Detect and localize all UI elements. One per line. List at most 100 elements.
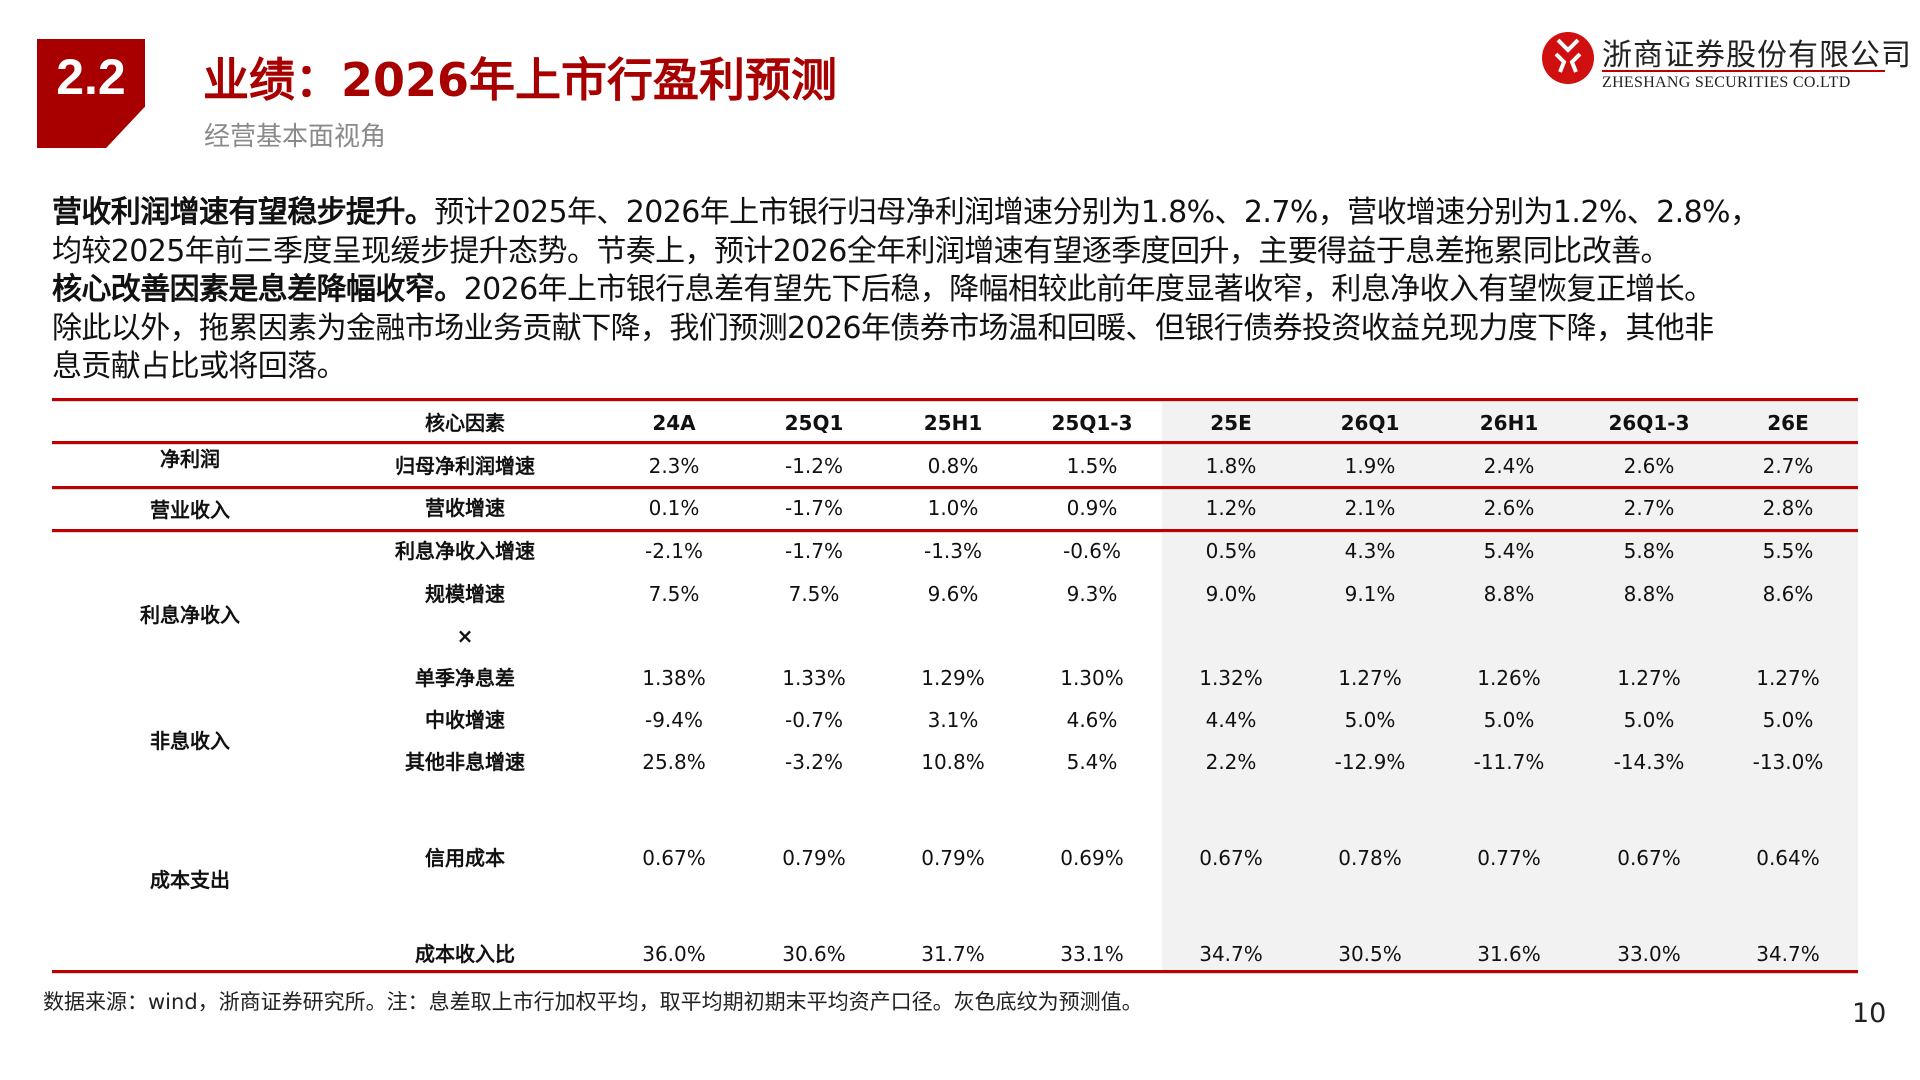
table-cell: 3.1% xyxy=(927,708,979,732)
table-cell: 1.32% xyxy=(1199,666,1263,690)
table-cell: 8.6% xyxy=(1762,582,1814,606)
table-cell: -0.7% xyxy=(784,708,844,732)
summary-text-span: 除此以外，拖累因素为金融市场业务贡献下降，我们预测2026年债券市场温和回暖、但… xyxy=(52,310,1714,346)
table-cell: 0.1% xyxy=(648,496,700,520)
factor-label: × xyxy=(456,624,474,648)
section-number: 2.2 xyxy=(56,49,126,105)
category-label: 净利润 xyxy=(160,447,220,471)
factor-label: 其他非息增速 xyxy=(405,750,525,774)
table-cell: 5.0% xyxy=(1344,708,1396,732)
table-cell: 33.1% xyxy=(1060,942,1124,966)
table-cell: -1.2% xyxy=(784,454,844,478)
table-cell: 0.77% xyxy=(1477,846,1541,870)
table-cell: 4.6% xyxy=(1066,708,1118,732)
table-cell: 30.5% xyxy=(1338,942,1402,966)
table-cell: 1.27% xyxy=(1617,666,1681,690)
summary-line: 息贡献占比或将回落。 xyxy=(52,348,1759,387)
table-cell: 9.3% xyxy=(1066,582,1118,606)
table-cell: -3.2% xyxy=(784,750,844,774)
table-cell: 4.4% xyxy=(1205,708,1257,732)
factor-label: 营收增速 xyxy=(425,496,505,520)
category-label: 利息净收入 xyxy=(140,603,240,627)
table-cell: 2.1% xyxy=(1344,496,1396,520)
logo-emblem-icon xyxy=(1542,32,1594,84)
table-cell: -13.0% xyxy=(1752,750,1824,774)
table-cell: 1.27% xyxy=(1756,666,1820,690)
table-rule xyxy=(52,970,1858,974)
forecast-table: 核心因素 24A 25Q1 25H1 25Q1-3 25E 26Q1 26H1 26Q1-3 26… xyxy=(52,398,1858,974)
column-header: 24A xyxy=(652,411,696,435)
table-cell: 0.79% xyxy=(782,846,846,870)
table-cell: 5.5% xyxy=(1762,539,1814,563)
table-cell: 5.0% xyxy=(1762,708,1814,732)
column-header-factor: 核心因素 xyxy=(425,411,505,435)
table-cell: -1.7% xyxy=(784,496,844,520)
table-cell: 2.6% xyxy=(1623,454,1675,478)
table-cell: 0.67% xyxy=(642,846,706,870)
footnote: 数据来源：wind，浙商证券研究所。注：息差取上市行加权平均，取平均期初期末平均… xyxy=(43,990,1143,1014)
table-cell: 9.0% xyxy=(1205,582,1257,606)
table-cell: 1.26% xyxy=(1477,666,1541,690)
summary-highlight: 核心改善因素是息差降幅收窄。 xyxy=(52,272,464,307)
table-cell: 2.7% xyxy=(1623,496,1675,520)
logo-rule xyxy=(1602,70,1885,72)
logo-name-en: ZHESHANG SECURITIES CO.LTD xyxy=(1602,74,1851,91)
table-cell: 5.8% xyxy=(1623,539,1675,563)
column-header: 25Q1 xyxy=(784,411,844,435)
table-cell: 1.9% xyxy=(1344,454,1396,478)
column-header: 26Q1-3 xyxy=(1608,411,1690,435)
factor-label: 单季净息差 xyxy=(415,666,515,690)
column-header: 25E xyxy=(1210,411,1252,435)
table-cell: 5.4% xyxy=(1483,539,1535,563)
forecast-shading xyxy=(1162,401,1858,972)
table-rule xyxy=(52,441,1858,445)
factor-label: 成本收入比 xyxy=(415,942,515,966)
table-rule xyxy=(52,529,1858,533)
table-cell: 2.2% xyxy=(1205,750,1257,774)
logo-name-cn: 浙商证券股份有限公司 xyxy=(1602,38,1912,73)
table-cell: 33.0% xyxy=(1617,942,1681,966)
table-cell: 9.6% xyxy=(927,582,979,606)
table-cell: 0.5% xyxy=(1205,539,1257,563)
table-cell: 5.0% xyxy=(1483,708,1535,732)
table-cell: 0.69% xyxy=(1060,846,1124,870)
category-label: 成本支出 xyxy=(150,868,230,892)
category-label: 非息收入 xyxy=(150,729,230,753)
table-cell: 1.38% xyxy=(642,666,706,690)
table-cell: 1.2% xyxy=(1205,496,1257,520)
table-cell: 1.29% xyxy=(921,666,985,690)
factor-label: 中收增速 xyxy=(425,708,505,732)
column-header: 25H1 xyxy=(923,411,983,435)
company-logo: 浙商证券股份有限公司 ZHESHANG SECURITIES CO.LTD xyxy=(1542,30,1911,94)
table-cell: 7.5% xyxy=(788,582,840,606)
page-number: 10 xyxy=(1852,998,1887,1029)
table-rule xyxy=(52,486,1858,490)
column-header: 25Q1-3 xyxy=(1051,411,1133,435)
table-cell: 0.67% xyxy=(1199,846,1263,870)
table-cell: 1.30% xyxy=(1060,666,1124,690)
category-label: 营业收入 xyxy=(150,498,230,522)
table-cell: 2.3% xyxy=(648,454,700,478)
table-cell: 0.79% xyxy=(921,846,985,870)
table-cell: 0.78% xyxy=(1338,846,1402,870)
column-header: 26E xyxy=(1767,411,1809,435)
table-cell: 10.8% xyxy=(921,750,985,774)
page-title: 业绩：2026年上市行盈利预测 xyxy=(203,53,838,107)
table-cell: 0.67% xyxy=(1617,846,1681,870)
summary-line: 营收利润增速有望稳步提升。预计2025年、2026年上市银行归母净利润增速分别为… xyxy=(52,194,1760,233)
table-cell: -0.6% xyxy=(1062,539,1122,563)
summary-text: 营收利润增速有望稳步提升。预计2025年、2026年上市银行归母净利润增速分别为… xyxy=(52,194,1760,387)
table-cell: 8.8% xyxy=(1623,582,1675,606)
table-cell: 1.5% xyxy=(1066,454,1118,478)
table-cell: 1.0% xyxy=(927,496,979,520)
table-cell: 2.4% xyxy=(1483,454,1535,478)
table-cell: 0.9% xyxy=(1066,496,1118,520)
table-cell: 31.6% xyxy=(1477,942,1541,966)
table-cell: 1.27% xyxy=(1338,666,1402,690)
table-cell: 0.64% xyxy=(1756,846,1820,870)
factor-label: 利息净收入增速 xyxy=(395,539,535,563)
table-cell: 2.8% xyxy=(1762,496,1814,520)
table-cell: -12.9% xyxy=(1334,750,1406,774)
table-cell: -14.3% xyxy=(1613,750,1685,774)
table-cell: 5.0% xyxy=(1623,708,1675,732)
